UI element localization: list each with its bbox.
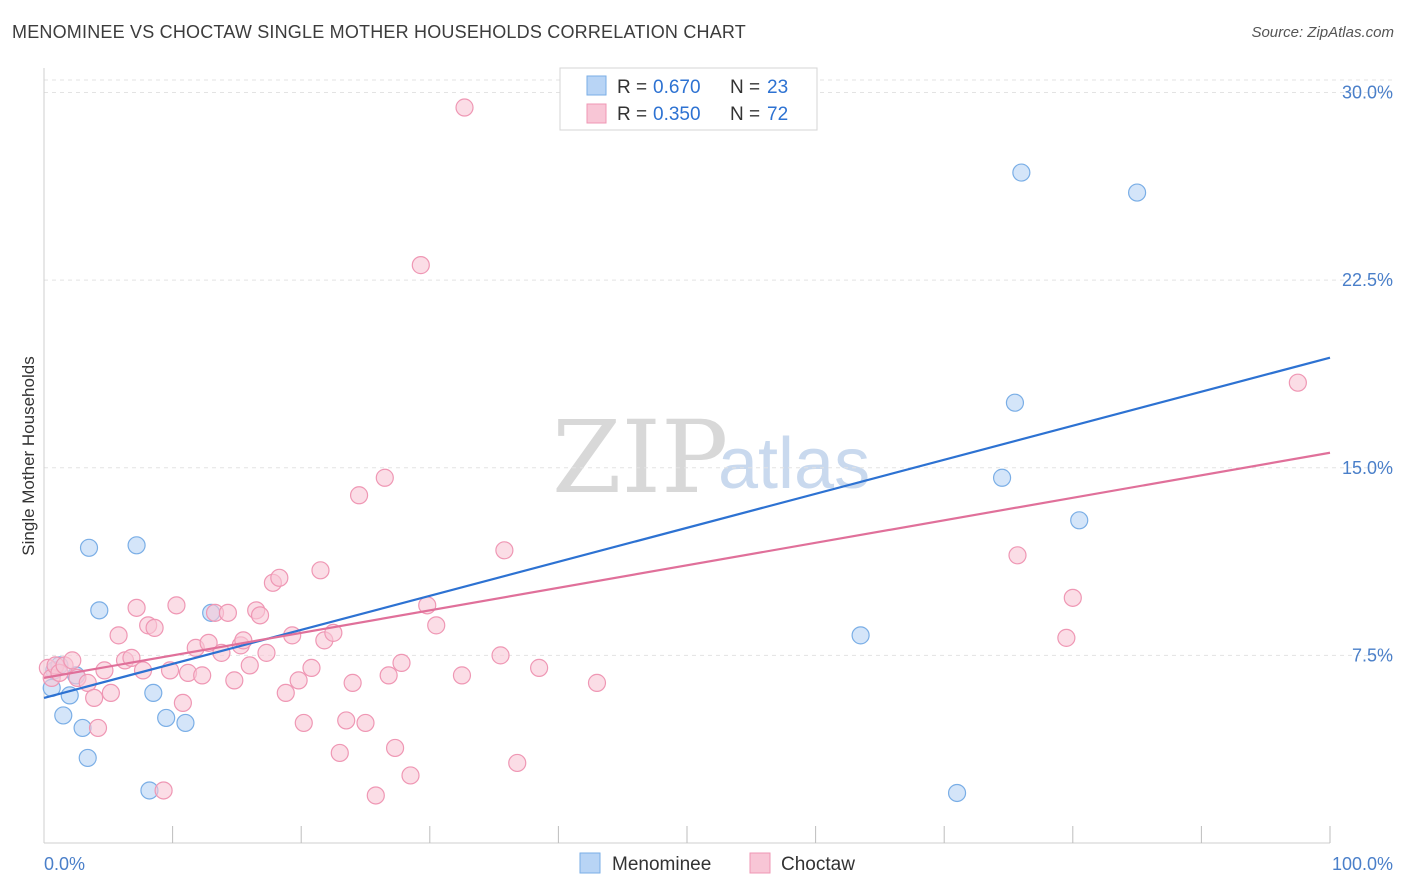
- choctaw-point: [455, 98, 474, 117]
- choctaw-point: [289, 671, 308, 690]
- menominee-point: [1012, 163, 1031, 182]
- trend-lines: [43, 356, 1331, 699]
- chart-source: Source: ZipAtlas.com: [1251, 24, 1394, 41]
- menominee-point: [127, 536, 146, 555]
- y-tick-label: 15.0%: [1342, 458, 1393, 478]
- choctaw-point: [495, 541, 514, 560]
- choctaw-point: [356, 713, 375, 733]
- choctaw-point: [427, 616, 446, 635]
- choctaw-point: [199, 633, 218, 652]
- choctaw-point: [167, 596, 186, 615]
- menominee-point: [144, 683, 163, 703]
- choctaw-point: [491, 646, 510, 665]
- choctaw-point: [109, 626, 128, 645]
- choctaw-point: [225, 671, 244, 690]
- choctaw-point: [392, 653, 411, 672]
- menominee-series-label: Menominee: [612, 854, 711, 875]
- choctaw-point: [240, 656, 259, 675]
- x-ticks: [172, 826, 1331, 843]
- stats-legend: R = 0.670 N = 23 R = 0.350 N = 72: [559, 67, 818, 131]
- choctaw-point: [302, 658, 321, 677]
- choctaw-point: [1063, 588, 1082, 607]
- choctaw-point: [257, 643, 276, 662]
- menominee-legend-swatch: [586, 75, 607, 96]
- choctaw-trend-line: [43, 451, 1331, 679]
- menominee-point: [78, 748, 97, 768]
- y-axis-label: Single Mother Households: [19, 356, 38, 555]
- choctaw-r-value: 0.350: [653, 104, 701, 125]
- choctaw-point: [1008, 546, 1027, 565]
- choctaw-point: [95, 661, 114, 680]
- menominee-point: [851, 626, 870, 645]
- menominee-point: [79, 538, 99, 557]
- choctaw-r-label: R =: [617, 104, 647, 125]
- menominee-point: [73, 718, 92, 738]
- choctaw-point: [343, 673, 362, 692]
- menominee-point: [176, 713, 195, 733]
- choctaw-point: [375, 468, 394, 487]
- choctaw-point: [193, 666, 212, 685]
- choctaw-point: [250, 606, 270, 625]
- choctaw-point: [1057, 628, 1076, 647]
- choctaw-point: [145, 618, 164, 637]
- chart-title: MENOMINEE VS CHOCTAW SINGLE MOTHER HOUSE…: [12, 22, 747, 42]
- x-tick-label-max: 100.0%: [1332, 854, 1393, 874]
- choctaw-point: [276, 683, 295, 703]
- series-legend: Menominee Choctaw: [579, 852, 855, 875]
- choctaw-point: [101, 683, 120, 703]
- menominee-r-label: R =: [617, 77, 647, 98]
- y-tick-label: 30.0%: [1342, 83, 1393, 103]
- choctaw-point: [63, 651, 82, 670]
- menominee-point: [1127, 183, 1147, 202]
- y-tick-labels: 7.5% 15.0% 22.5% 30.0%: [1342, 83, 1393, 666]
- menominee-point: [157, 708, 176, 728]
- choctaw-point: [154, 781, 173, 800]
- watermark-zip: ZIP: [552, 399, 728, 516]
- choctaw-legend-swatch: [586, 103, 607, 124]
- y-tick-label: 22.5%: [1342, 270, 1393, 290]
- choctaw-point: [452, 666, 472, 685]
- choctaw-point: [411, 256, 430, 275]
- choctaw-point: [173, 693, 192, 713]
- gridlines: [44, 79, 1393, 656]
- x-tick-label-min: 0.0%: [44, 854, 85, 874]
- choctaw-point: [349, 486, 369, 505]
- menominee-point: [1070, 511, 1089, 530]
- choctaw-series-swatch: [749, 852, 771, 874]
- choctaw-point: [366, 786, 385, 805]
- choctaw-n-value: 72: [767, 104, 788, 125]
- choctaw-point: [218, 603, 237, 622]
- menominee-r-value: 0.670: [653, 77, 701, 98]
- menominee-point: [54, 706, 73, 725]
- menominee-series-swatch: [579, 852, 601, 874]
- y-tick-label: 7.5%: [1352, 645, 1393, 665]
- choctaw-point: [587, 673, 607, 692]
- choctaw-point: [330, 743, 349, 763]
- menominee-point: [947, 783, 967, 803]
- choctaw-point: [311, 561, 330, 580]
- choctaw-point: [530, 658, 549, 677]
- watermark-atlas: atlas: [718, 424, 870, 504]
- menominee-point: [992, 468, 1012, 487]
- choctaw-point: [401, 766, 420, 785]
- choctaw-point: [385, 738, 405, 758]
- menominee-point: [90, 601, 109, 620]
- menominee-point: [1005, 393, 1025, 412]
- menominee-n-label: N =: [730, 77, 760, 98]
- choctaw-point: [508, 753, 527, 773]
- choctaw-point: [294, 713, 313, 733]
- choctaw-point: [127, 598, 146, 617]
- choctaw-point: [1288, 373, 1307, 392]
- choctaw-series-label: Choctaw: [781, 854, 855, 875]
- menominee-n-value: 23: [767, 77, 788, 98]
- choctaw-point: [88, 718, 108, 738]
- choctaw-point: [379, 666, 398, 685]
- choctaw-point: [85, 688, 104, 708]
- choctaw-point: [337, 711, 356, 730]
- choctaw-n-label: N =: [730, 104, 760, 125]
- choctaw-point: [270, 568, 289, 587]
